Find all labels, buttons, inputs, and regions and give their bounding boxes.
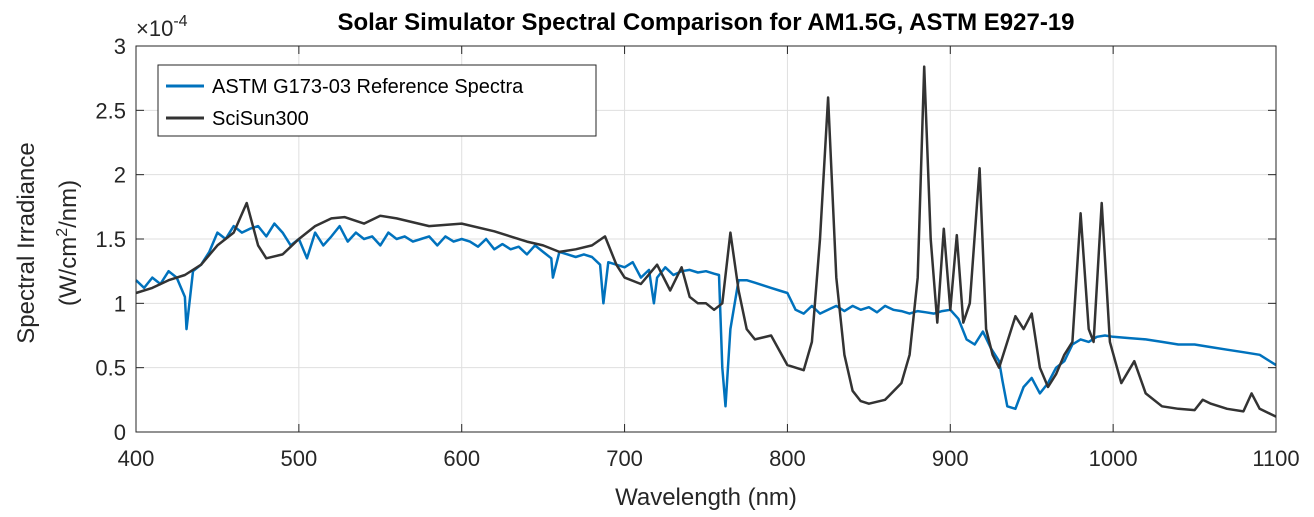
y-exponent-base: ×10 xyxy=(136,16,173,41)
y-tick-label: 1 xyxy=(114,291,126,316)
y-axis-label-line1: Spectral Irradiance xyxy=(13,142,40,343)
y-tick-label: 2.5 xyxy=(95,98,126,123)
x-axis-label: Wavelength (nm) xyxy=(615,484,797,511)
x-tick-label: 600 xyxy=(443,446,480,471)
x-tick-label: 700 xyxy=(606,446,643,471)
x-tick-label: 400 xyxy=(118,446,155,471)
series-lines xyxy=(135,65,1277,418)
x-tick-label: 500 xyxy=(280,446,317,471)
y-tick-label: 1.5 xyxy=(95,227,126,252)
x-tick-label: 900 xyxy=(932,446,969,471)
y-axis-ticks: 0 0.5 1 1.5 2 2.5 3 xyxy=(95,34,1276,445)
y-tick-label: 0.5 xyxy=(95,356,126,381)
y-tick-label: 3 xyxy=(114,34,126,59)
x-tick-label: 1000 xyxy=(1089,446,1138,471)
y-exponent-power: -4 xyxy=(173,13,187,30)
y-tick-label: 2 xyxy=(114,163,126,188)
series-line-1 xyxy=(135,65,1277,418)
x-tick-label: 800 xyxy=(769,446,806,471)
x-axis-ticks: 400 500 600 700 800 900 1000 1100 xyxy=(118,46,1300,471)
y-exponent-label: ×10-4 xyxy=(136,13,188,41)
y-axis-label-line2: (W/cm2/nm) xyxy=(54,180,82,306)
legend-box xyxy=(157,64,597,137)
y-tick-label: 0 xyxy=(114,420,126,445)
legend-label-reference: ASTM G173-03 Reference Spectra xyxy=(212,76,524,98)
chart-title: Solar Simulator Spectral Comparison for … xyxy=(337,9,1074,36)
y-axis-label-suffix: /nm) xyxy=(55,180,82,228)
y-axis-label-prefix: (W/cm xyxy=(55,237,82,306)
legend[interactable]: ASTM G173-03 Reference Spectra SciSun300 xyxy=(157,64,597,137)
x-tick-label: 1100 xyxy=(1252,446,1299,471)
legend-label-scisun300: SciSun300 xyxy=(212,108,309,130)
y-axis-label-superscript: 2 xyxy=(54,228,71,237)
